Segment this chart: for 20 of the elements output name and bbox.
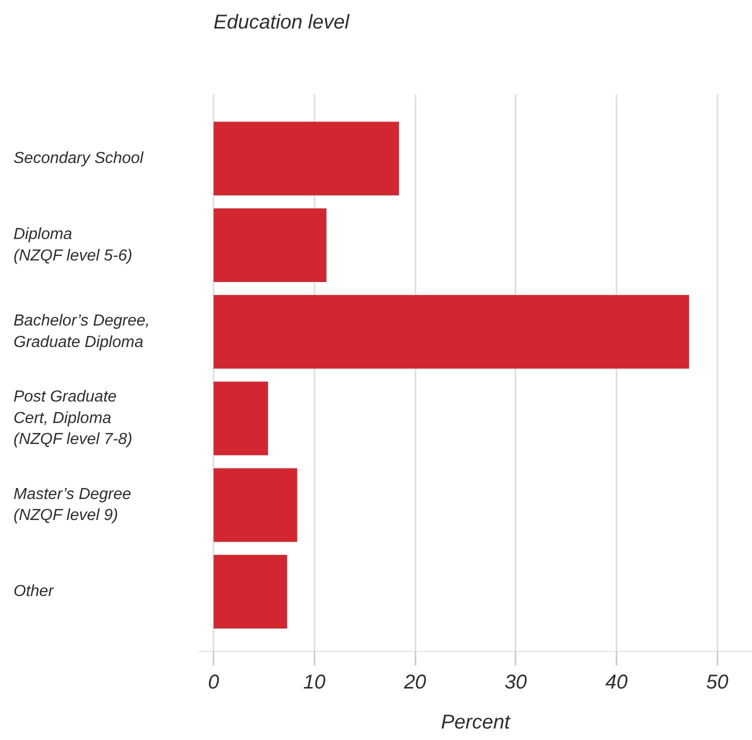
- bar: [214, 208, 326, 282]
- y-tick-label: Secondary School: [14, 150, 144, 168]
- y-tick-label: Diploma (NZQF level 5-6): [14, 226, 132, 264]
- bar: [214, 468, 298, 542]
- bar: [214, 382, 268, 456]
- x-tick-label: 40: [605, 672, 628, 694]
- y-tick-label: Master’s Degree (NZQF level 9): [14, 486, 132, 524]
- bar: [214, 554, 288, 629]
- x-axis-title: Percent: [441, 712, 512, 734]
- x-tick-label: 30: [504, 672, 527, 694]
- bar: [214, 122, 399, 196]
- bar: [214, 295, 690, 369]
- x-tick-label: 50: [706, 672, 728, 694]
- x-tick-label: 0: [208, 672, 220, 694]
- x-tick-label: 10: [303, 672, 326, 694]
- x-tick-label: 20: [402, 672, 426, 694]
- y-axis-title: Education level: [214, 12, 350, 34]
- y-tick-label: Other: [14, 583, 54, 600]
- y-tick-label: Bachelor’s Degree, Graduate Diploma: [14, 312, 150, 351]
- y-tick-label: Post Graduate Cert, Diploma (NZQF level 7-8): [14, 388, 132, 448]
